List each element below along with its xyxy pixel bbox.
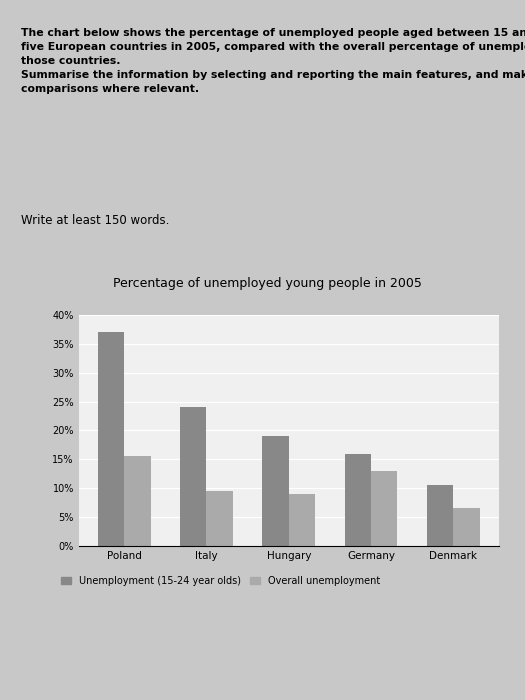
Text: Percentage of unemployed young people in 2005: Percentage of unemployed young people in…	[113, 277, 422, 290]
Bar	[124, 456, 151, 546]
Bar	[453, 508, 480, 546]
Bar	[371, 471, 397, 546]
Bar	[98, 332, 124, 546]
Bar	[180, 407, 206, 546]
Text: Write at least 150 words.: Write at least 150 words.	[21, 214, 170, 227]
Bar	[345, 454, 371, 546]
Bar	[427, 485, 453, 546]
Bar	[262, 436, 289, 546]
Bar	[206, 491, 233, 546]
Bar	[289, 494, 315, 546]
Text: The chart below shows the percentage of unemployed people aged between 15 and 24: The chart below shows the percentage of …	[21, 28, 525, 94]
Legend: Unemployment (15-24 year olds), Overall unemployment: Unemployment (15-24 year olds), Overall …	[57, 572, 384, 590]
